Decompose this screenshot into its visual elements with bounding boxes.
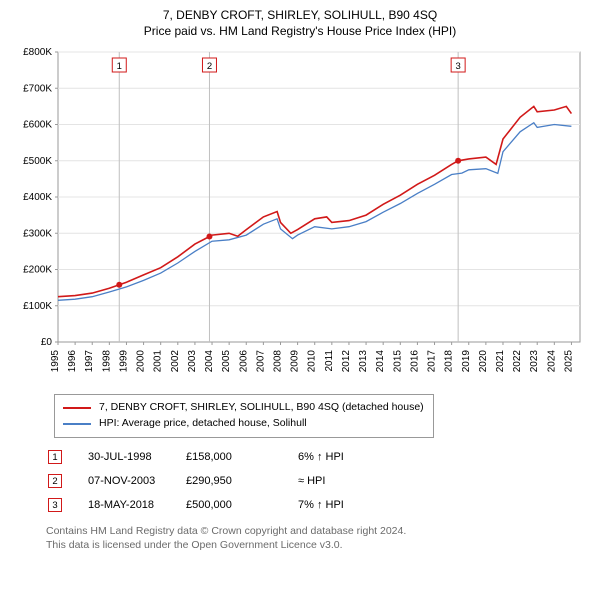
tx-date: 18-MAY-2018: [64, 494, 184, 516]
tx-pct-vs-hpi: ≈ HPI: [298, 470, 418, 492]
svg-text:1996: 1996: [67, 350, 78, 373]
svg-text:2007: 2007: [255, 350, 266, 373]
svg-text:£400K: £400K: [23, 192, 52, 203]
svg-text:£100K: £100K: [23, 301, 52, 312]
svg-text:£300K: £300K: [23, 228, 52, 239]
legend-swatch: [63, 407, 91, 409]
svg-text:1995: 1995: [50, 350, 61, 373]
tx-price: £500,000: [186, 494, 296, 516]
svg-text:2024: 2024: [546, 350, 557, 373]
svg-text:2009: 2009: [290, 350, 301, 373]
table-row: 318-MAY-2018£500,0007% ↑ HPI: [48, 494, 418, 516]
tx-pct-vs-hpi: 6% ↑ HPI: [298, 446, 418, 468]
legend-label: HPI: Average price, detached house, Soli…: [99, 416, 307, 432]
tx-pct-vs-hpi: 7% ↑ HPI: [298, 494, 418, 516]
svg-text:£0: £0: [41, 337, 53, 348]
legend: 7, DENBY CROFT, SHIRLEY, SOLIHULL, B90 4…: [54, 394, 434, 438]
svg-text:1: 1: [117, 61, 122, 72]
svg-text:£600K: £600K: [23, 120, 52, 131]
transaction-marker-box: 1: [48, 450, 62, 464]
svg-text:1997: 1997: [84, 350, 95, 373]
svg-text:2025: 2025: [563, 350, 574, 373]
footnote-line2: This data is licensed under the Open Gov…: [46, 539, 343, 551]
svg-text:£700K: £700K: [23, 83, 52, 94]
svg-text:2022: 2022: [512, 350, 523, 373]
legend-row: HPI: Average price, detached house, Soli…: [63, 416, 425, 432]
svg-text:2002: 2002: [170, 350, 181, 373]
svg-text:2015: 2015: [392, 350, 403, 373]
svg-text:2011: 2011: [324, 350, 335, 372]
price-chart: £0 £100K £200K £300K £400K £500K £600K £700K £80…: [12, 46, 588, 386]
chart-subtitle: Price paid vs. HM Land Registry's House …: [12, 24, 588, 38]
svg-text:2006: 2006: [238, 350, 249, 373]
footnote: Contains HM Land Registry data © Crown c…: [46, 524, 588, 552]
svg-text:1999: 1999: [118, 350, 129, 373]
tx-date: 07-NOV-2003: [64, 470, 184, 492]
tx-date: 30-JUL-1998: [64, 446, 184, 468]
svg-text:2001: 2001: [153, 350, 164, 373]
svg-text:1998: 1998: [101, 350, 112, 373]
transaction-marker-box: 3: [48, 498, 62, 512]
title-block: 7, DENBY CROFT, SHIRLEY, SOLIHULL, B90 4…: [12, 8, 588, 38]
svg-text:2017: 2017: [427, 350, 438, 373]
svg-text:2019: 2019: [461, 350, 472, 373]
svg-text:£500K: £500K: [23, 156, 52, 167]
svg-text:2018: 2018: [444, 350, 455, 373]
svg-text:2016: 2016: [409, 350, 420, 373]
chart-title-address: 7, DENBY CROFT, SHIRLEY, SOLIHULL, B90 4…: [12, 8, 588, 22]
svg-text:2012: 2012: [341, 350, 352, 373]
tx-price: £290,950: [186, 470, 296, 492]
footnote-line1: Contains HM Land Registry data © Crown c…: [46, 525, 406, 537]
svg-text:2023: 2023: [529, 350, 540, 373]
legend-label: 7, DENBY CROFT, SHIRLEY, SOLIHULL, B90 4…: [99, 400, 424, 416]
svg-text:3: 3: [455, 61, 460, 72]
legend-swatch: [63, 423, 91, 425]
svg-text:2020: 2020: [478, 350, 489, 373]
svg-text:£800K: £800K: [23, 47, 52, 58]
svg-text:2005: 2005: [221, 350, 232, 373]
svg-text:2014: 2014: [375, 350, 386, 373]
table-row: 207-NOV-2003£290,950≈ HPI: [48, 470, 418, 492]
svg-text:2008: 2008: [272, 350, 283, 373]
transaction-marker-box: 2: [48, 474, 62, 488]
chart-svg: £0 £100K £200K £300K £400K £500K £600K £700K £80…: [12, 46, 588, 386]
svg-text:2004: 2004: [204, 350, 215, 373]
svg-text:2013: 2013: [358, 350, 369, 373]
svg-text:2010: 2010: [307, 350, 318, 373]
svg-text:£200K: £200K: [23, 265, 52, 276]
transactions-table: 130-JUL-1998£158,0006% ↑ HPI207-NOV-2003…: [46, 444, 420, 518]
table-row: 130-JUL-1998£158,0006% ↑ HPI: [48, 446, 418, 468]
svg-text:2003: 2003: [187, 350, 198, 373]
svg-text:2021: 2021: [495, 350, 506, 373]
tx-price: £158,000: [186, 446, 296, 468]
svg-text:2: 2: [207, 61, 212, 72]
svg-text:2000: 2000: [136, 350, 147, 373]
page-root: 7, DENBY CROFT, SHIRLEY, SOLIHULL, B90 4…: [0, 0, 600, 560]
legend-row: 7, DENBY CROFT, SHIRLEY, SOLIHULL, B90 4…: [63, 400, 425, 416]
